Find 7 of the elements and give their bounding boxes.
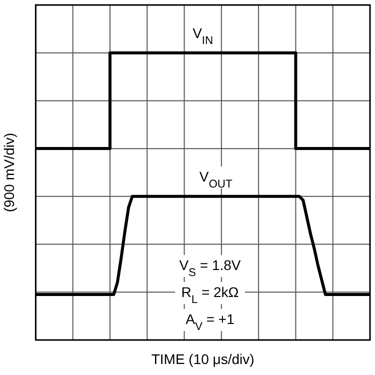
y-axis-title: (900 mV/div): [1, 132, 17, 212]
annotation: R$_{L}$ = 2kΩ: [181, 284, 239, 306]
series-label: V$_{OUT}$: [199, 168, 232, 190]
text: A$_{V}$ = +1: [186, 311, 235, 333]
series-label: V$_{IN}$: [192, 24, 214, 47]
x-axis-title: TIME (10 μs/div): [151, 351, 254, 367]
annotation: V$_{S}$ = 1.8V: [179, 257, 242, 279]
